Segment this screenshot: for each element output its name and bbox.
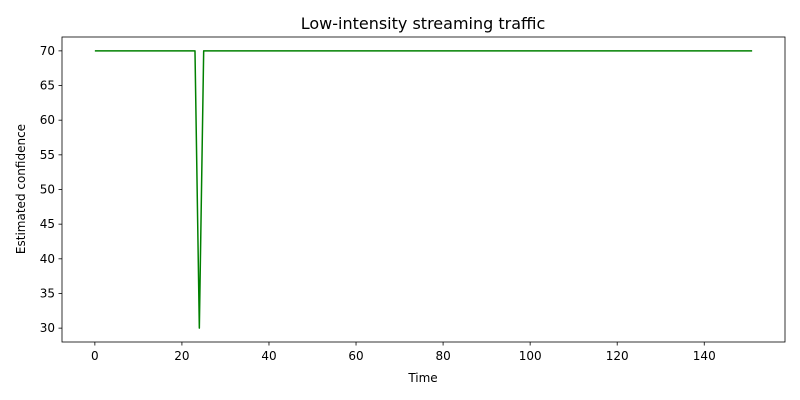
x-tick-label: 20 [174,349,189,363]
y-tick-label: 45 [40,217,55,231]
x-tick-label: 100 [519,349,542,363]
y-tick-label: 55 [40,148,55,162]
y-tick-label: 50 [40,183,55,197]
plot-frame [61,36,786,343]
y-tick-label: 40 [40,252,55,266]
y-axis: 30 35 40 45 50 55 60 65 70 [40,44,62,335]
y-axis-label: Estimated confidence [14,124,28,254]
x-tick-label: 80 [435,349,450,363]
x-axis-label: Time [407,371,437,385]
series-line-1 [94,50,753,329]
y-tick-label: 35 [40,286,55,300]
chart-title: Low-intensity streaming traffic [301,14,546,33]
x-tick-label: 0 [91,349,99,363]
x-axis: 0 20 40 60 80 100 120 140 [91,342,716,363]
x-tick-label: 120 [606,349,629,363]
y-tick-label: 60 [40,113,55,127]
y-tick-label: 30 [40,321,55,335]
x-tick-label: 140 [693,349,716,363]
y-tick-label: 70 [40,44,55,58]
x-tick-label: 60 [348,349,363,363]
series-layer [94,50,753,329]
y-tick-label: 65 [40,79,55,93]
x-tick-label: 40 [261,349,276,363]
